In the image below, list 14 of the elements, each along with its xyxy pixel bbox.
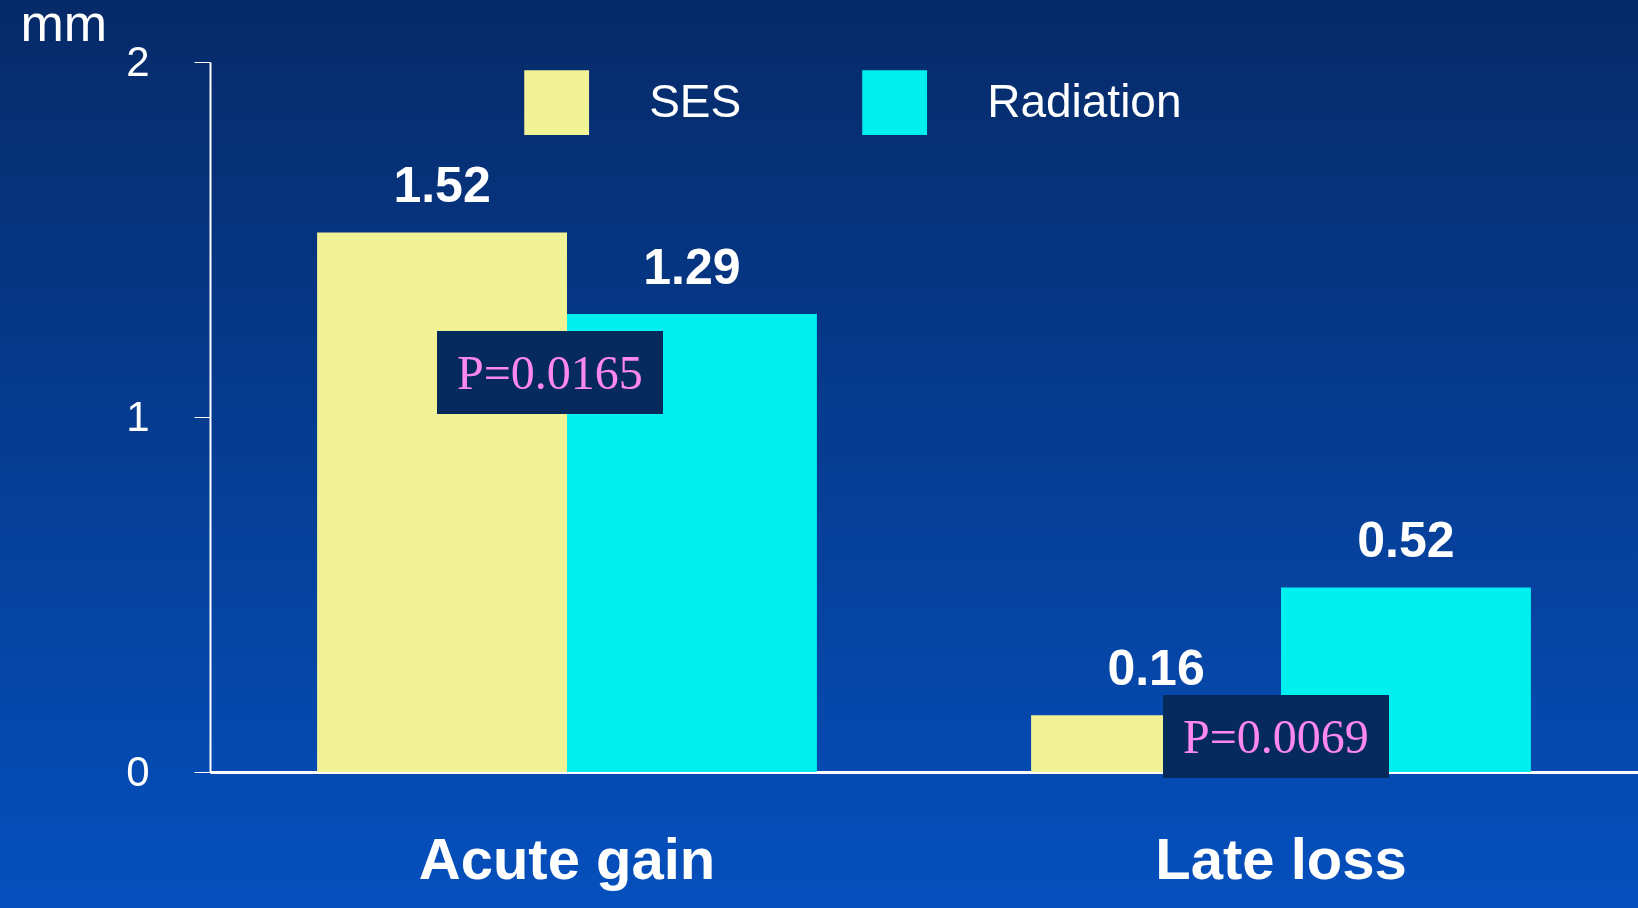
legend-label: Radiation xyxy=(987,74,1182,127)
legend-label: SES xyxy=(649,74,742,127)
data-label: 1.52 xyxy=(393,157,491,214)
y-tick-label: 2 xyxy=(126,37,150,85)
data-label: 0.16 xyxy=(1107,640,1205,697)
data-label: 1.29 xyxy=(643,239,741,296)
y-tick-label: 0 xyxy=(126,747,150,795)
y-tick-label: 1 xyxy=(126,392,150,440)
x-tick-label: Late loss xyxy=(1155,825,1407,891)
annotation: P=0.0165 xyxy=(437,331,663,414)
x-tick-label: Acute gain xyxy=(418,825,716,891)
annotation: P=0.0069 xyxy=(1163,695,1389,778)
data-label: 0.52 xyxy=(1357,512,1455,569)
y-axis-title: mm xyxy=(20,0,108,52)
